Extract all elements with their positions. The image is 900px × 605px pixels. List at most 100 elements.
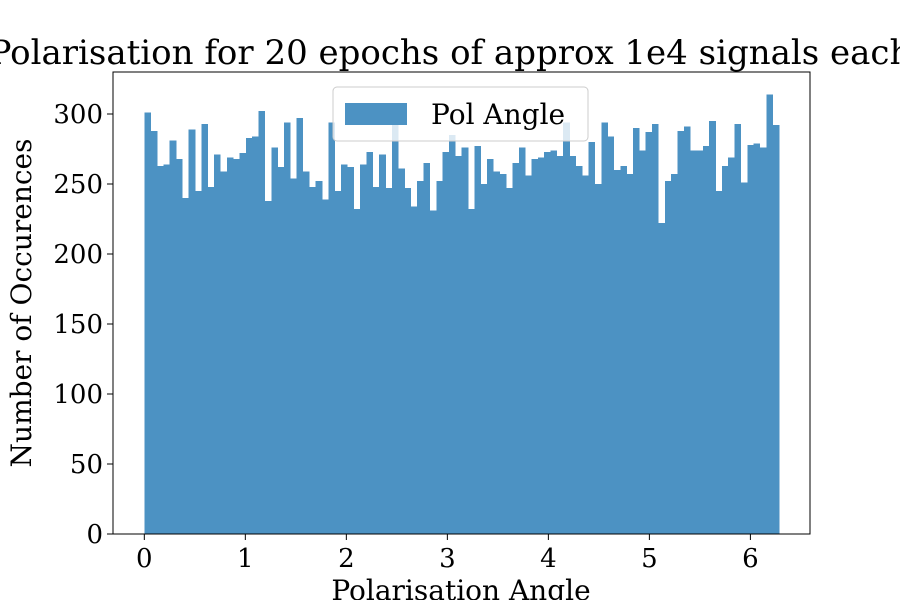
- histogram-bar: [296, 118, 304, 534]
- histogram-bar: [245, 137, 253, 535]
- histogram-bar: [709, 121, 716, 534]
- histogram-bar: [512, 163, 520, 534]
- histogram-bar: [582, 175, 589, 534]
- histogram-bar: [550, 150, 558, 534]
- x-tick-label: 5: [641, 544, 658, 574]
- histogram-bar: [658, 223, 666, 534]
- histogram-bar: [480, 184, 488, 534]
- histogram-bar: [506, 188, 513, 534]
- histogram-bar: [588, 142, 596, 534]
- histogram-bar: [499, 174, 507, 534]
- histogram-bar: [271, 147, 278, 534]
- legend: Pol Angle: [332, 86, 589, 142]
- histogram-bar: [398, 168, 405, 534]
- legend-label: Pol Angle: [431, 98, 565, 131]
- histogram-bar: [423, 163, 431, 534]
- histogram-bar: [455, 156, 462, 534]
- histogram-bar: [620, 165, 627, 535]
- histogram-bar: [252, 136, 259, 534]
- histogram-bar: [645, 132, 653, 534]
- histogram-bar: [683, 126, 691, 534]
- histogram-bar: [677, 130, 685, 535]
- histogram-bar: [417, 181, 424, 534]
- histogram-bar: [385, 188, 393, 534]
- y-tick-label: 0: [86, 520, 103, 550]
- histogram-bar: [594, 184, 602, 534]
- histogram-bar: [347, 167, 355, 534]
- histogram-bar: [258, 111, 266, 534]
- histogram-bar: [626, 174, 634, 534]
- legend-swatch: [345, 103, 407, 125]
- histogram-bar: [264, 200, 272, 535]
- histogram-bar: [753, 143, 761, 534]
- histogram-bar: [601, 122, 608, 535]
- histogram-bar: [214, 154, 221, 534]
- histogram-bar: [226, 157, 234, 534]
- histogram-bar: [309, 186, 316, 535]
- histogram-bar: [334, 191, 342, 534]
- legend-box: [332, 86, 589, 142]
- histogram-bar: [163, 164, 170, 534]
- histogram-bar: [169, 140, 177, 534]
- histogram-bar: [734, 123, 742, 535]
- histogram-bar: [391, 119, 399, 534]
- histogram-bar: [404, 188, 412, 534]
- histogram-bar: [353, 209, 361, 534]
- histogram-bar: [207, 186, 215, 535]
- histogram-bar: [613, 170, 621, 534]
- histogram-bar: [531, 158, 539, 535]
- histogram-bar: [195, 191, 202, 534]
- histogram-bar: [157, 165, 164, 535]
- histogram-bar: [220, 171, 228, 534]
- histogram-bar: [182, 198, 189, 534]
- histogram-bar: [442, 151, 450, 535]
- histogram-bar: [341, 164, 348, 534]
- x-axis-label: Polarisation Angle: [331, 574, 590, 600]
- histogram-bar: [563, 122, 570, 535]
- histogram-bar: [671, 174, 678, 534]
- histogram-bar: [315, 181, 323, 534]
- y-tick-label: 100: [53, 380, 103, 410]
- y-tick-label: 50: [70, 450, 103, 480]
- histogram-bar: [690, 150, 697, 534]
- x-tick-label: 6: [742, 544, 759, 574]
- x-tick-label: 4: [540, 544, 557, 574]
- y-tick-label: 200: [53, 240, 103, 270]
- histogram-bar: [188, 129, 196, 534]
- histogram-bar: [233, 158, 240, 535]
- histogram-bar: [379, 154, 386, 534]
- histogram-bar: [474, 146, 481, 534]
- histogram-bar: [372, 186, 380, 535]
- histogram-bar: [633, 128, 640, 534]
- x-tick-label: 3: [439, 544, 456, 574]
- y-tick-label: 150: [53, 310, 103, 340]
- histogram-bar: [652, 123, 659, 535]
- histogram-bar: [544, 151, 551, 535]
- histogram-bar: [461, 147, 469, 534]
- histogram-bar: [569, 156, 577, 534]
- histogram-bar: [487, 158, 494, 535]
- plot-frame: [112, 71, 811, 535]
- histogram-bar: [702, 146, 710, 534]
- histogram-bars: [144, 94, 780, 535]
- histogram-bar: [639, 150, 646, 534]
- histogram-bar: [537, 157, 545, 534]
- histogram-bar: [525, 175, 532, 534]
- histogram-bar: [468, 209, 475, 534]
- histogram-bar: [721, 165, 729, 535]
- histogram-bar: [575, 165, 583, 535]
- histogram-bar: [607, 136, 615, 534]
- histogram-bar: [176, 158, 183, 535]
- histogram-bar: [696, 150, 704, 534]
- histogram-bar: [493, 171, 500, 534]
- y-axis: 0 50 100 150 200 250 300: [53, 100, 113, 550]
- x-axis: 0 1 2 3 4 5 6: [136, 534, 759, 574]
- x-tick-label: 0: [136, 544, 153, 574]
- x-tick-label: 2: [338, 544, 355, 574]
- y-tick-label: 250: [53, 170, 103, 200]
- histogram-bar: [283, 122, 291, 535]
- histogram-bar: [150, 130, 158, 535]
- histogram-bar: [302, 171, 310, 534]
